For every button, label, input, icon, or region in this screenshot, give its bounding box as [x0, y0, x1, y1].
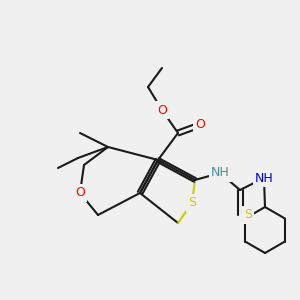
Text: O: O	[195, 118, 205, 131]
Text: O: O	[75, 187, 85, 200]
Text: S: S	[244, 208, 252, 221]
Text: NH: NH	[255, 172, 273, 184]
Text: NH: NH	[211, 167, 230, 179]
Text: S: S	[188, 196, 196, 209]
Text: O: O	[157, 103, 167, 116]
